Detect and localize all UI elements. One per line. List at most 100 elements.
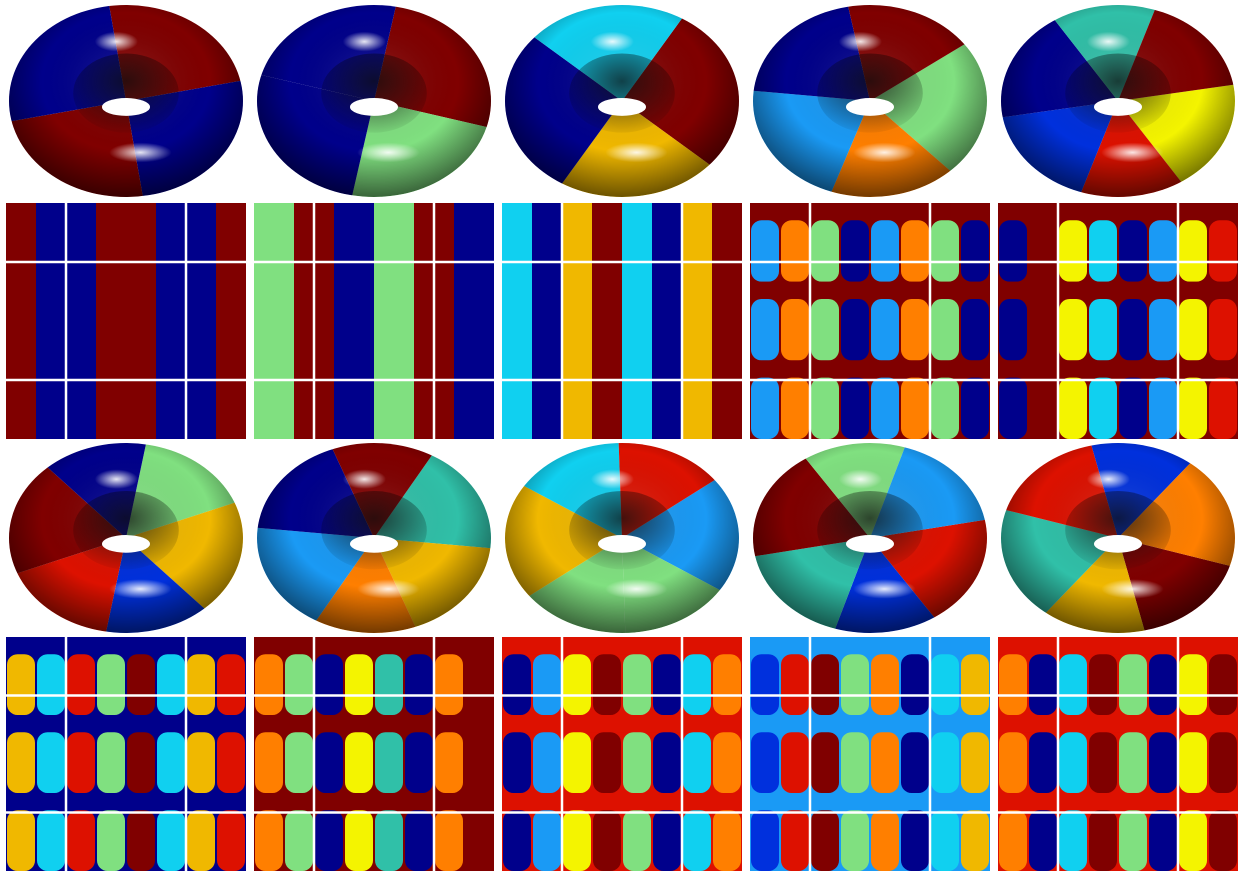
pattern-cell xyxy=(465,654,493,715)
pattern-cell xyxy=(1209,732,1237,793)
pattern-cell xyxy=(841,220,869,282)
torus-hole xyxy=(102,535,150,553)
pattern-cell xyxy=(683,732,711,793)
pattern-band xyxy=(96,203,127,439)
pattern-cell xyxy=(315,732,343,793)
pattern-stripe xyxy=(6,715,246,733)
pattern-cell xyxy=(593,654,621,715)
pattern-cell xyxy=(217,654,245,715)
pattern-cell xyxy=(563,810,591,871)
torus-segmentation xyxy=(6,2,246,200)
pattern-cell xyxy=(1179,220,1207,282)
pattern-stripe xyxy=(750,281,990,299)
flattened-pattern xyxy=(254,637,494,871)
pattern-render xyxy=(750,203,990,439)
pattern-cell xyxy=(751,732,779,793)
pattern-stripe xyxy=(998,360,1238,378)
pattern-cell xyxy=(97,810,125,871)
pattern-cell xyxy=(187,654,215,715)
pattern-cell xyxy=(345,654,373,715)
pattern-cell xyxy=(1149,654,1177,715)
pattern-cell xyxy=(1119,299,1147,361)
torus-segmentation xyxy=(502,440,742,636)
pattern-cell xyxy=(1119,732,1147,793)
pattern-cell xyxy=(781,220,809,282)
pattern-cell xyxy=(1029,299,1057,361)
pattern-stripe xyxy=(502,793,742,811)
pattern-band xyxy=(36,203,67,439)
pattern-cell xyxy=(315,810,343,871)
pattern-render xyxy=(502,203,742,439)
pattern-stripe xyxy=(254,637,494,655)
pattern-cell xyxy=(841,299,869,361)
flattened-pattern xyxy=(750,637,990,871)
pattern-cell xyxy=(811,220,839,282)
pattern-cell xyxy=(961,299,989,361)
torus-segmentation xyxy=(6,440,246,636)
pattern-cell xyxy=(503,810,531,871)
pattern-cell xyxy=(961,377,989,439)
pattern-cell xyxy=(931,299,959,361)
pattern-cell xyxy=(1119,810,1147,871)
pattern-cell xyxy=(375,810,403,871)
torus-segmentation xyxy=(254,2,494,200)
pattern-cell xyxy=(217,810,245,871)
torus-hole xyxy=(1094,535,1142,553)
torus-hole xyxy=(350,98,398,116)
pattern-cell xyxy=(1029,377,1057,439)
pattern-cell xyxy=(1089,299,1117,361)
pattern-cell xyxy=(285,732,313,793)
torus-hole xyxy=(598,535,646,553)
pattern-cell xyxy=(901,810,929,871)
pattern-cell xyxy=(255,654,283,715)
pattern-cell xyxy=(1089,810,1117,871)
pattern-cell xyxy=(435,810,463,871)
pattern-cell xyxy=(901,377,929,439)
pattern-cell xyxy=(713,810,741,871)
pattern-cell xyxy=(1029,810,1057,871)
pattern-cell xyxy=(931,220,959,282)
pattern-cell xyxy=(871,810,899,871)
pattern-cell xyxy=(1059,377,1087,439)
pattern-cell xyxy=(1089,654,1117,715)
flattened-pattern xyxy=(998,203,1238,439)
pattern-cell xyxy=(157,654,185,715)
pattern-cell xyxy=(37,654,65,715)
pattern-cell xyxy=(713,654,741,715)
pattern-cell xyxy=(345,810,373,871)
pattern-cell xyxy=(811,299,839,361)
pattern-band xyxy=(532,203,563,439)
pattern-cell xyxy=(1029,220,1057,282)
pattern-render xyxy=(502,637,742,871)
pattern-render xyxy=(254,637,494,871)
pattern-stripe xyxy=(750,715,990,733)
pattern-cell xyxy=(1149,810,1177,871)
pattern-cell xyxy=(841,732,869,793)
pattern-cell xyxy=(1209,299,1237,361)
torus-hole xyxy=(598,98,646,116)
pattern-cell xyxy=(931,732,959,793)
pattern-cell xyxy=(1149,299,1177,361)
pattern-cell xyxy=(157,810,185,871)
pattern-cell xyxy=(961,654,989,715)
pattern-cell xyxy=(405,654,433,715)
torus-render xyxy=(753,5,987,197)
pattern-cell xyxy=(781,377,809,439)
pattern-stripe xyxy=(750,203,990,221)
pattern-cell xyxy=(533,732,561,793)
torus-render xyxy=(505,5,739,197)
pattern-cell xyxy=(1059,220,1087,282)
pattern-cell xyxy=(7,654,35,715)
pattern-cell xyxy=(503,732,531,793)
pattern-cell xyxy=(1059,810,1087,871)
pattern-band xyxy=(6,203,37,439)
pattern-cell xyxy=(315,654,343,715)
pattern-cell xyxy=(503,654,531,715)
torus-segmentation xyxy=(502,2,742,200)
torus-segmentation xyxy=(750,2,990,200)
pattern-cell xyxy=(653,654,681,715)
pattern-cell xyxy=(811,377,839,439)
pattern-cell xyxy=(751,810,779,871)
pattern-band xyxy=(682,203,713,439)
pattern-band xyxy=(186,203,217,439)
